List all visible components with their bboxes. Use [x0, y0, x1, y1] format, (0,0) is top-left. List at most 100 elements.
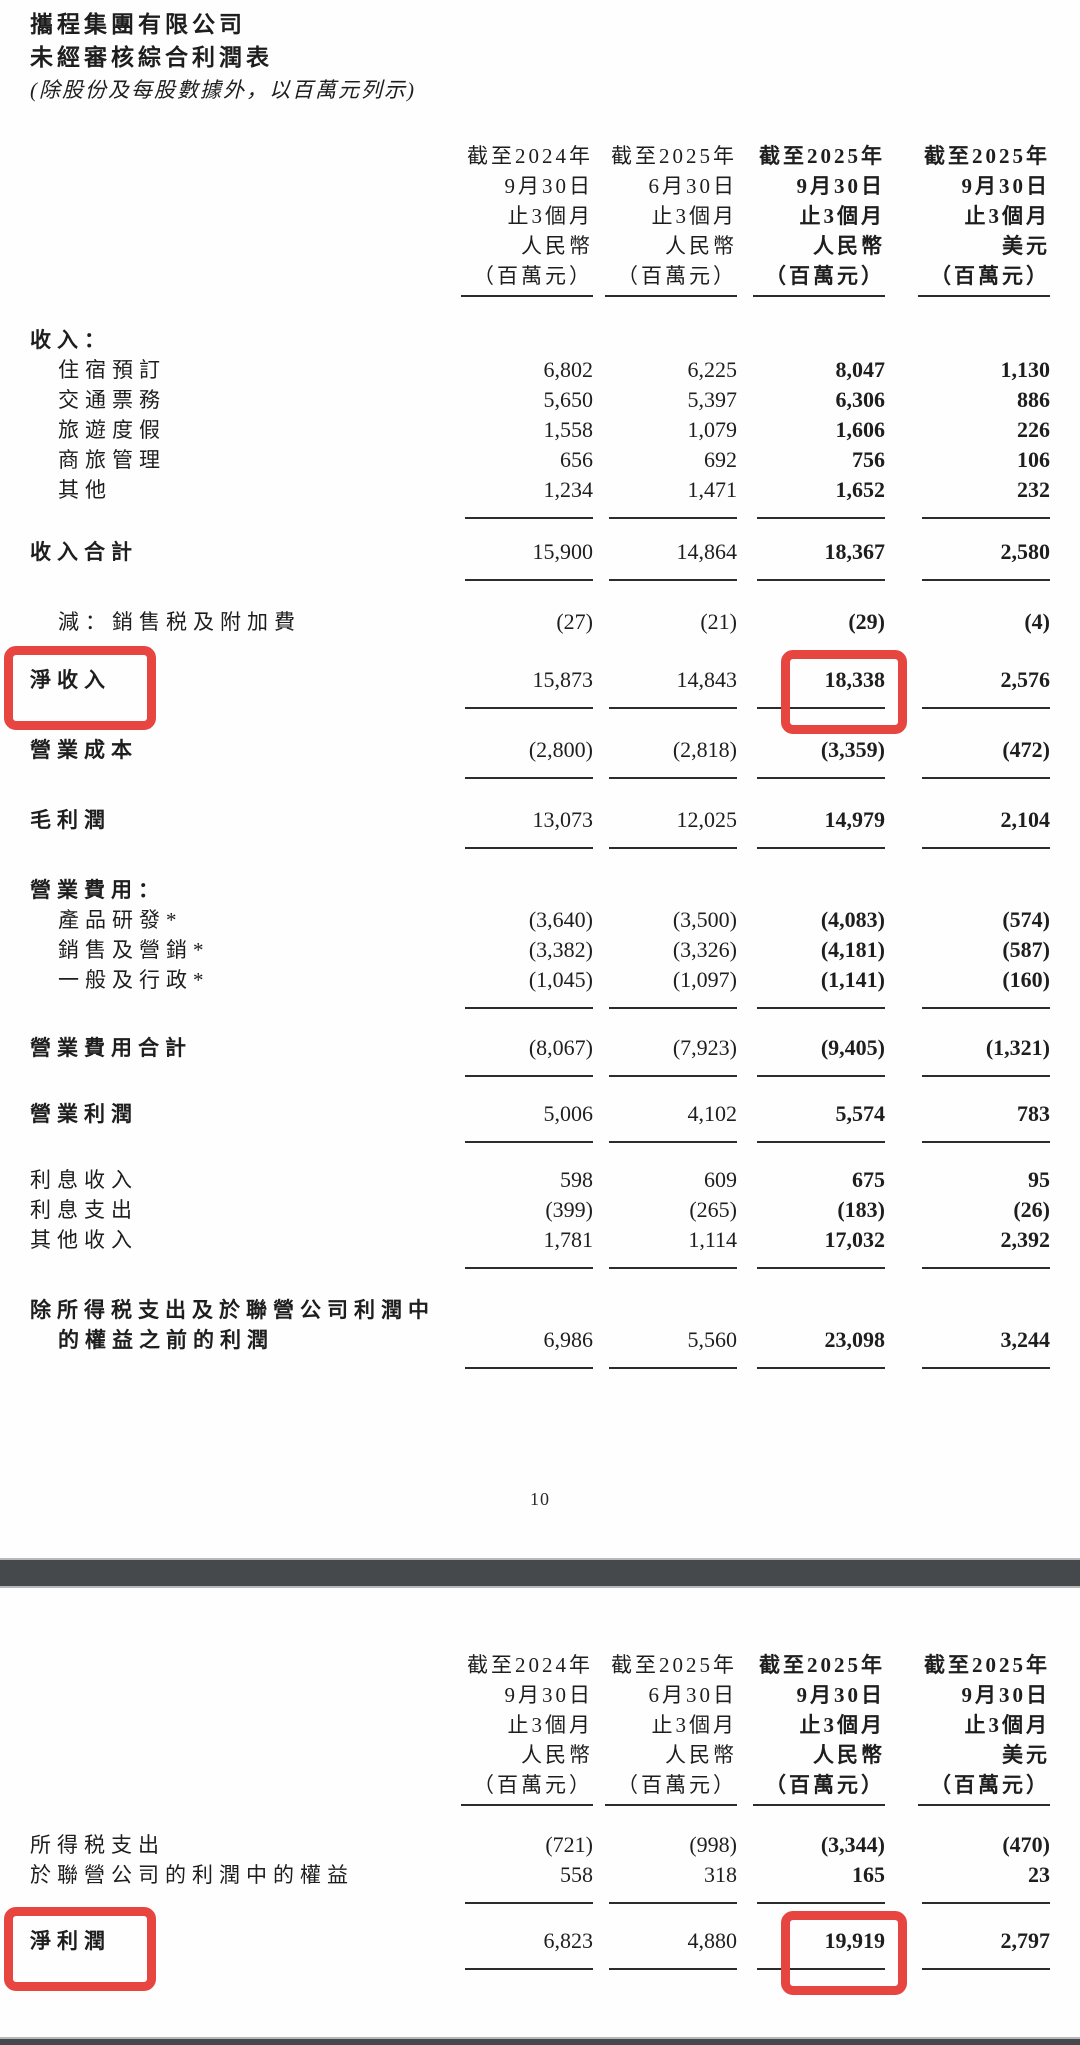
value: (721): [545, 1832, 593, 1857]
column-headers: 截至2024年 截至2025年 截至2025年 截至2025年 9月30日 6月30日 9月…: [30, 141, 1050, 297]
row-label: 利息支出: [30, 1198, 138, 1222]
value-cell: 1,079: [593, 415, 738, 445]
value-cell: 95: [885, 1165, 1050, 1195]
value-cell: (8,067): [435, 1033, 593, 1077]
column-header-cell: （百萬元）: [737, 1770, 885, 1806]
value-cell: 5,650: [435, 385, 594, 415]
value: (2,818): [609, 735, 737, 779]
value-cell: 558: [435, 1860, 593, 1904]
statement-page-1: 攜程集團有限公司 未經審核綜合利潤表 (除股份及每股數據外，以百萬元列示) 截至…: [4, 12, 1050, 1509]
column-header-cell: （百萬元）: [593, 261, 737, 297]
value: 318: [609, 1860, 737, 1904]
value: (2,800): [465, 735, 593, 779]
header-spacer: [30, 231, 435, 261]
table-row: 淨收入 15,873 14,843 18,338 2,576: [4, 646, 1050, 734]
bottom-page-edge-band: [0, 2037, 1080, 2045]
value: (1,045): [465, 965, 593, 1009]
column-header-cell: （百萬元）: [435, 1770, 593, 1806]
value-cell: (160): [885, 965, 1050, 1009]
table-row: 收入合計 15,900 14,864 18,367 2,580: [30, 537, 1050, 581]
table-row: 商旅管理 656 692 756 106: [30, 445, 1050, 475]
value-cell: 4,880: [593, 1926, 737, 1970]
value-cell: (3,344): [737, 1830, 885, 1860]
row-label: 減：銷售税及附加費: [58, 610, 301, 634]
value: (587): [1002, 937, 1050, 962]
value-cell: (3,500): [593, 905, 737, 935]
value: 18,367: [757, 537, 885, 581]
table-row: 淨利潤 6,823 4,880 19,919 2,797: [4, 1907, 1050, 1995]
row-label: 營業利潤: [30, 1102, 138, 1126]
value-cell: 5,560: [593, 1325, 737, 1369]
value-cell: (183): [737, 1195, 885, 1225]
value-cell: 165: [737, 1860, 885, 1904]
column-header-cell: 止3個月: [799, 1713, 885, 1737]
value-cell: 1,606: [737, 415, 886, 445]
table-row: 於聯營公司的利潤中的權益 558 318 165 23: [30, 1860, 1050, 1904]
value-cell: [885, 1295, 1050, 1325]
value-cell: [737, 325, 885, 355]
header-spacer: [30, 261, 435, 297]
value: 19,919: [757, 1926, 885, 1970]
value: 232: [922, 475, 1050, 519]
value-cell: 18,338: [737, 650, 907, 734]
value: (3,500): [672, 907, 737, 932]
column-header-unit: （百萬元）: [753, 261, 885, 297]
column-header-cell: 9月30日: [796, 1683, 885, 1707]
value: 6,802: [543, 357, 594, 382]
value: 598: [560, 1167, 593, 1192]
table-row: 的權益之前的利潤 6,986 5,560 23,098 3,244: [30, 1325, 1050, 1369]
value-cell: 1,652: [737, 475, 885, 519]
value-cell: 1,471: [593, 475, 737, 519]
column-header-cell: 人民幣: [665, 234, 737, 258]
value: (1,321): [922, 1033, 1050, 1077]
row-label: 產品研發*: [58, 908, 183, 932]
column-header-cell: 9月30日: [504, 1683, 593, 1707]
value-cell: 106: [885, 445, 1050, 475]
table-row: 交通票務 5,650 5,397 6,306 886: [30, 385, 1050, 415]
table-row: 毛利潤 13,073 12,025 14,979 2,104: [30, 805, 1050, 849]
column-headers: 截至2024年 截至2025年 截至2025年 截至2025年 9月30日 6月30日 9月…: [30, 1650, 1050, 1806]
column-header-cell: 9月30日: [961, 174, 1050, 198]
value: 1,079: [687, 417, 738, 442]
value-cell: (3,382): [435, 935, 593, 965]
value-cell: (3,640): [435, 905, 593, 935]
table-row: 營業費用：: [30, 875, 1050, 905]
value: 1,606: [835, 417, 886, 442]
value: 226: [1017, 417, 1050, 442]
column-header-cell: 止3個月: [507, 204, 593, 228]
value-cell: (1,321): [885, 1033, 1050, 1077]
table-row: 營業費用合計 (8,067) (7,923) (9,405) (1,321): [30, 1033, 1050, 1077]
table-row: 除所得税支出及於聯營公司利潤中: [30, 1295, 1050, 1325]
value-cell: (29): [737, 607, 885, 637]
column-header-line: 人民幣 人民幣 人民幣 美元: [30, 231, 1050, 261]
value-cell: (4): [885, 607, 1050, 637]
value-cell: 12,025: [593, 805, 737, 849]
highlight-box: [4, 646, 156, 730]
value-cell: 609: [593, 1165, 737, 1195]
value: 17,032: [757, 1225, 885, 1269]
value-cell: 6,823: [435, 1926, 593, 1970]
value-cell: 6,986: [435, 1325, 593, 1369]
value-cell: 1,781: [435, 1225, 593, 1269]
column-header-cell: 美元: [1002, 234, 1050, 258]
value-cell: 15,873: [435, 665, 593, 709]
value-cell: [593, 875, 737, 905]
column-header-cell: 截至2025年: [611, 1653, 737, 1677]
value: 6,986: [465, 1325, 593, 1369]
row-label: 的權益之前的利潤: [58, 1328, 274, 1352]
column-header-unit: （百萬元）: [605, 261, 737, 297]
column-header-cell: （百萬元）: [885, 261, 1050, 297]
value-cell: (3,359): [737, 735, 885, 779]
table-row: 住宿預訂 6,802 6,225 8,047 1,130: [30, 355, 1050, 385]
value-cell: (470): [885, 1830, 1050, 1860]
value: (265): [689, 1197, 737, 1222]
value: 4,102: [609, 1099, 737, 1143]
value-cell: (4,181): [737, 935, 885, 965]
value: (8,067): [465, 1033, 593, 1077]
value: 8,047: [835, 357, 886, 382]
column-header-line: 截至2024年 截至2025年 截至2025年 截至2025年: [30, 141, 1050, 171]
value: (3,359): [757, 735, 885, 779]
value-cell: (9,405): [737, 1033, 885, 1077]
value-cell: 886: [885, 385, 1050, 415]
value-cell: 3,244: [885, 1325, 1050, 1369]
